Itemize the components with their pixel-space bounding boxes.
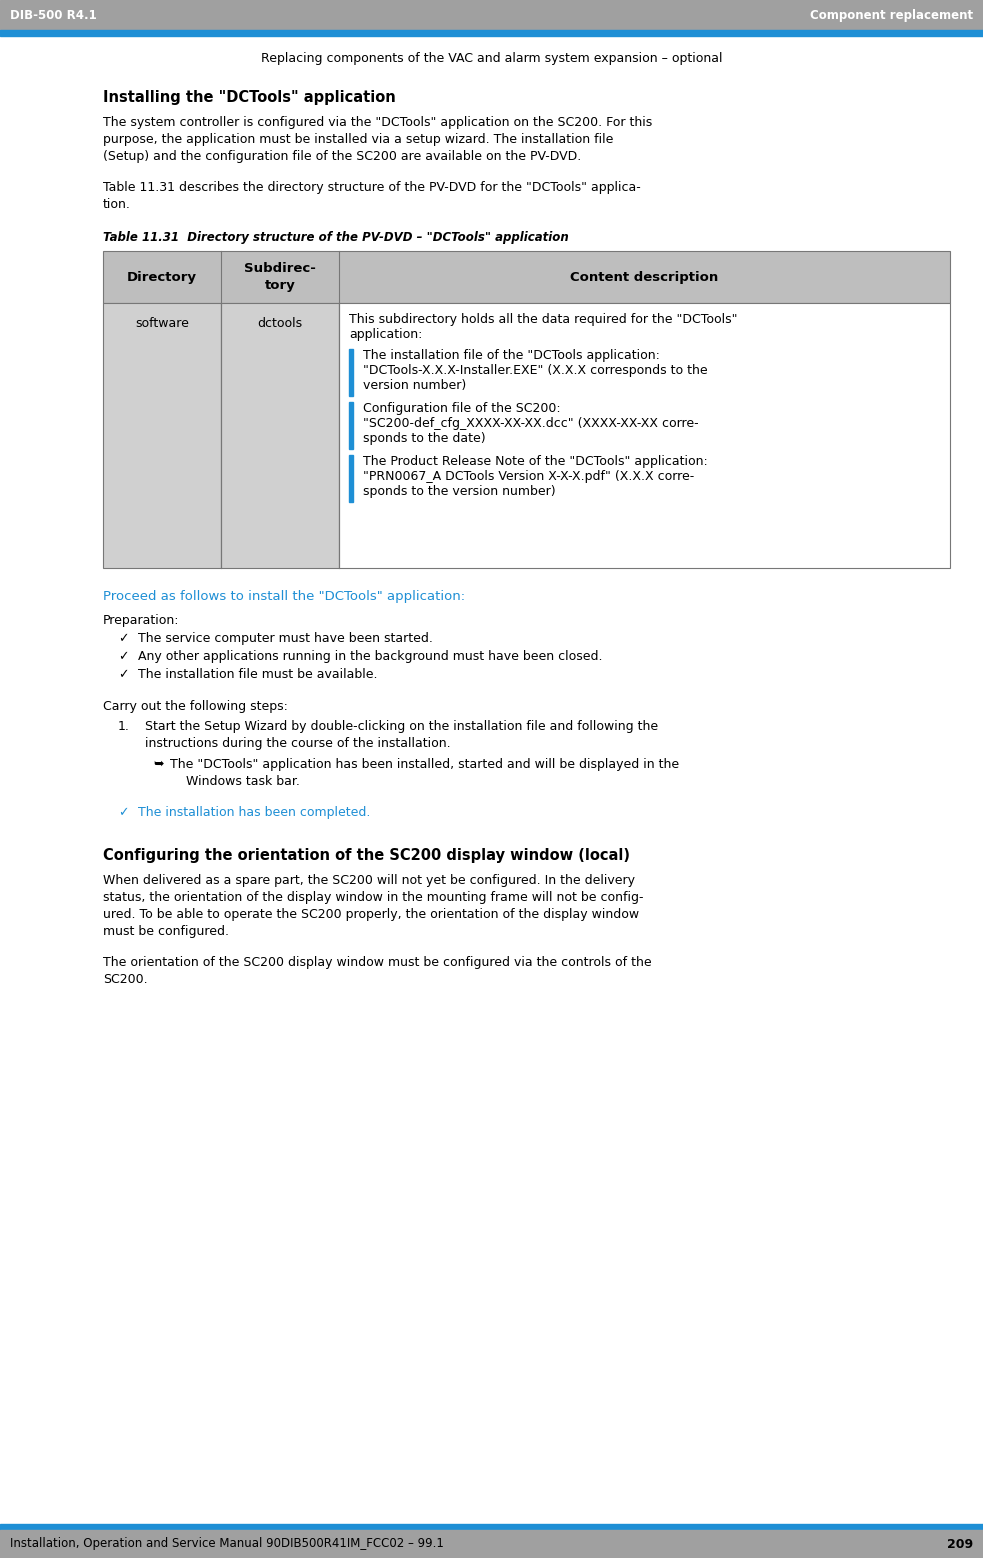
Bar: [349, 402, 353, 449]
Text: tion.: tion.: [103, 198, 131, 210]
Bar: [0, 1524, 983, 1530]
Text: ✓: ✓: [118, 668, 129, 681]
Bar: [0, 30, 983, 36]
Text: ured. To be able to operate the SC200 properly, the orientation of the display w: ured. To be able to operate the SC200 pr…: [103, 908, 639, 921]
Text: must be configured.: must be configured.: [103, 925, 229, 938]
Text: 209: 209: [947, 1538, 973, 1550]
Text: Configuring the orientation of the SC200 display window (local): Configuring the orientation of the SC200…: [103, 848, 630, 863]
Text: The installation file of the "DCTools application:: The installation file of the "DCTools ap…: [363, 349, 660, 361]
Text: application:: application:: [349, 329, 423, 341]
Text: Carry out the following steps:: Carry out the following steps:: [103, 700, 288, 714]
Text: sponds to the date): sponds to the date): [363, 432, 486, 446]
Text: 1.: 1.: [118, 720, 130, 732]
Text: ✓: ✓: [118, 633, 129, 645]
Text: Replacing components of the VAC and alarm system expansion – optional: Replacing components of the VAC and alar…: [260, 51, 723, 65]
Text: software: software: [135, 316, 189, 330]
Text: Component replacement: Component replacement: [810, 8, 973, 22]
Text: ✓: ✓: [118, 650, 129, 664]
Text: The Product Release Note of the "DCTools" application:: The Product Release Note of the "DCTools…: [363, 455, 708, 467]
Bar: [0, 0, 983, 30]
Text: DIB-500 R4.1: DIB-500 R4.1: [10, 8, 96, 22]
Text: purpose, the application must be installed via a setup wizard. The installation : purpose, the application must be install…: [103, 132, 613, 146]
Text: Directory: Directory: [127, 271, 197, 284]
Text: When delivered as a spare part, the SC200 will not yet be configured. In the del: When delivered as a spare part, the SC20…: [103, 874, 635, 887]
Text: SC200.: SC200.: [103, 974, 147, 986]
Text: Start the Setup Wizard by double-clicking on the installation file and following: Start the Setup Wizard by double-clickin…: [145, 720, 659, 732]
Text: (Setup) and the configuration file of the SC200 are available on the PV-DVD.: (Setup) and the configuration file of th…: [103, 150, 581, 164]
Bar: [103, 251, 950, 302]
Text: "PRN0067_A DCTools Version X-X-X.pdf" (X.X.X corre-: "PRN0067_A DCTools Version X-X-X.pdf" (X…: [363, 471, 694, 483]
Text: Content description: Content description: [570, 271, 719, 284]
Text: "SC200-def_cfg_XXXX-XX-XX.dcc" (XXXX-XX-XX corre-: "SC200-def_cfg_XXXX-XX-XX.dcc" (XXXX-XX-…: [363, 418, 699, 430]
Text: The installation has been completed.: The installation has been completed.: [138, 805, 371, 820]
Text: ➥: ➥: [153, 759, 163, 771]
Text: Installation, Operation and Service Manual 90DIB500R41IM_FCC02 – 99.1: Installation, Operation and Service Manu…: [10, 1538, 444, 1550]
Text: The system controller is configured via the "DCTools" application on the SC200. : The system controller is configured via …: [103, 115, 653, 129]
Text: Configuration file of the SC200:: Configuration file of the SC200:: [363, 402, 560, 414]
Bar: [0, 1530, 983, 1558]
Text: ✓: ✓: [118, 805, 129, 820]
Text: sponds to the version number): sponds to the version number): [363, 485, 555, 499]
Bar: [349, 349, 353, 396]
Text: This subdirectory holds all the data required for the "DCTools": This subdirectory holds all the data req…: [349, 313, 737, 326]
Text: version number): version number): [363, 379, 466, 393]
Text: Preparation:: Preparation:: [103, 614, 180, 626]
Text: The service computer must have been started.: The service computer must have been star…: [138, 633, 433, 645]
Text: The "DCTools" application has been installed, started and will be displayed in t: The "DCTools" application has been insta…: [170, 759, 679, 771]
Bar: [339, 302, 950, 569]
Text: The installation file must be available.: The installation file must be available.: [138, 668, 377, 681]
Text: status, the orientation of the display window in the mounting frame will not be : status, the orientation of the display w…: [103, 891, 644, 904]
Text: Subdirec-
tory: Subdirec- tory: [244, 262, 316, 291]
Text: dctools: dctools: [258, 316, 303, 330]
Bar: [349, 455, 353, 502]
Text: Table 11.31  Directory structure of the PV-DVD – "DCTools" application: Table 11.31 Directory structure of the P…: [103, 231, 569, 245]
Text: Table 11.31 describes the directory structure of the PV-DVD for the "DCTools" ap: Table 11.31 describes the directory stru…: [103, 181, 641, 195]
Text: The orientation of the SC200 display window must be configured via the controls : The orientation of the SC200 display win…: [103, 957, 652, 969]
Text: Proceed as follows to install the "DCTools" application:: Proceed as follows to install the "DCToo…: [103, 590, 465, 603]
Text: instructions during the course of the installation.: instructions during the course of the in…: [145, 737, 450, 749]
Bar: [221, 302, 339, 569]
Text: Installing the "DCTools" application: Installing the "DCTools" application: [103, 90, 396, 104]
Text: Any other applications running in the background must have been closed.: Any other applications running in the ba…: [138, 650, 603, 664]
Text: Windows task bar.: Windows task bar.: [170, 774, 300, 788]
Text: "DCTools-X.X.X-Installer.EXE" (X.X.X corresponds to the: "DCTools-X.X.X-Installer.EXE" (X.X.X cor…: [363, 365, 708, 377]
Bar: [103, 302, 221, 569]
